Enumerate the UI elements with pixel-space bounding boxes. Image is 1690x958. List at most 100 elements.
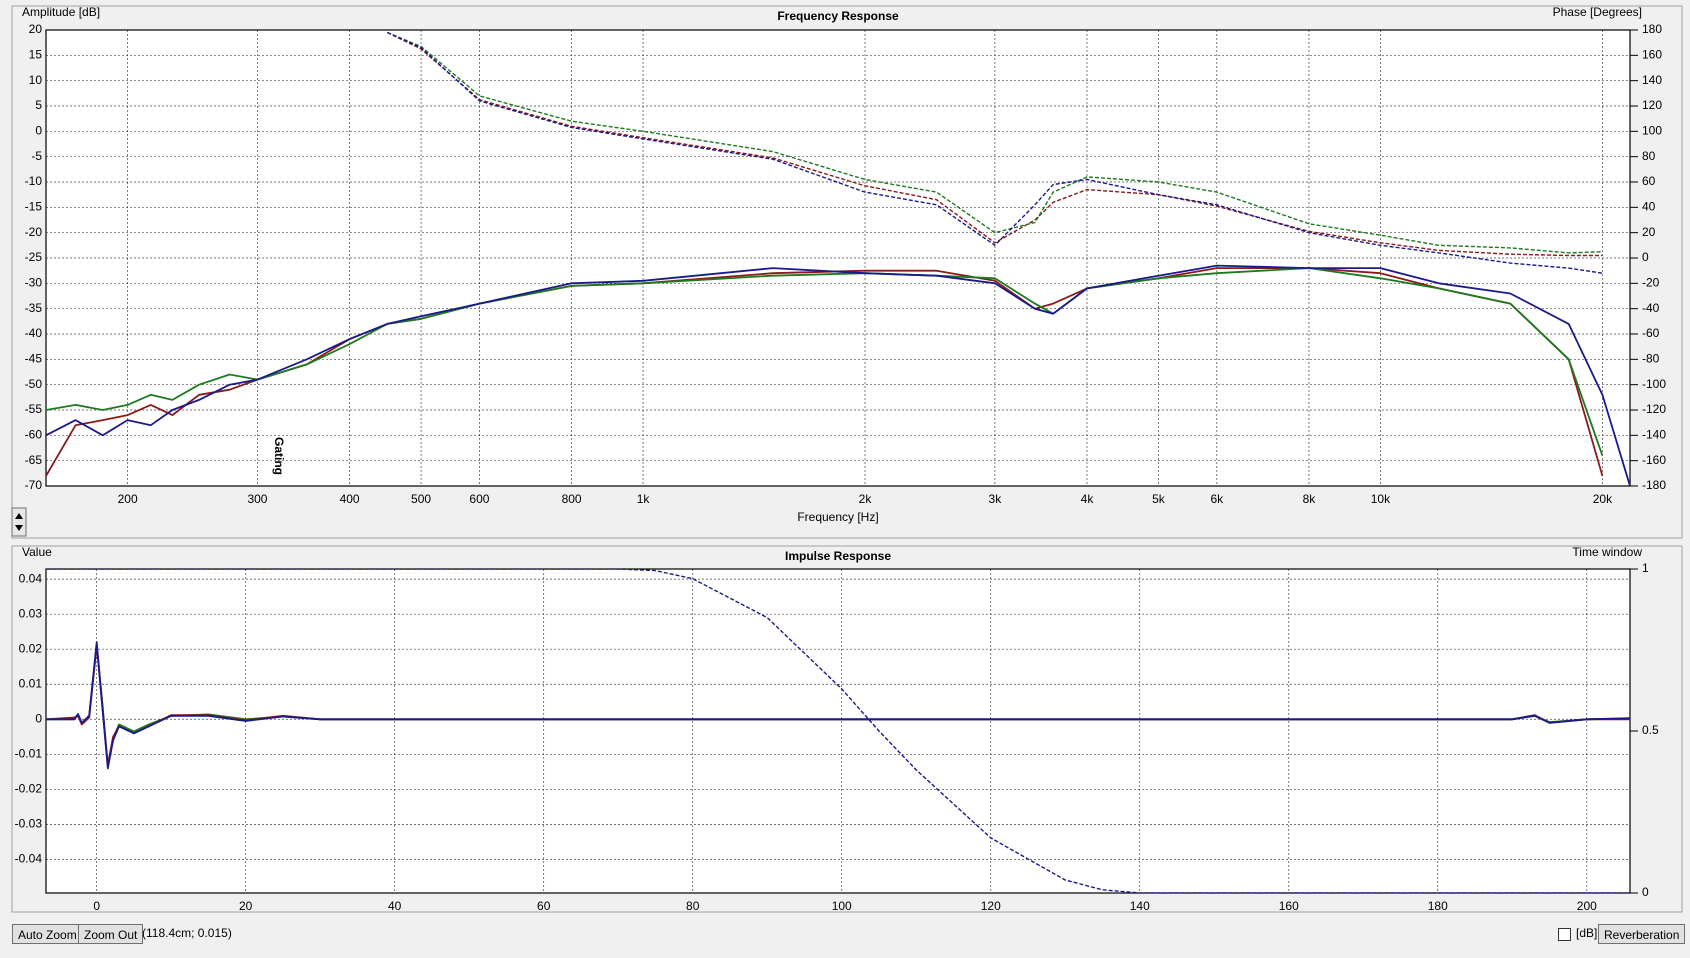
x-tick-label: 5k: [1152, 492, 1166, 506]
x-tick-label: 4k: [1081, 492, 1095, 506]
button[interactable]: Auto Zoom: [12, 924, 83, 944]
plot-frame: [45, 29, 1631, 487]
y-tick-label: 15: [29, 48, 43, 62]
x-tick-label: 200: [1577, 899, 1597, 913]
series-group: [46, 569, 1630, 893]
y-tick-label: 10: [29, 73, 43, 87]
x-tick-label: 160: [1279, 899, 1299, 913]
y2-axis-title: Time window: [1572, 545, 1642, 559]
arrow-icon: [15, 513, 23, 531]
x-tick-label: 180: [1428, 899, 1448, 913]
dashed-line: [387, 31, 1603, 274]
x-axis-title: Frequency [Hz]: [797, 510, 878, 524]
y-axis-title: Amplitude [dB]: [22, 5, 100, 19]
y-axis-title: Value: [22, 545, 52, 559]
y-tick-label: -45: [25, 352, 43, 366]
y-tick-label: -70: [25, 478, 43, 492]
y-tick-label: -55: [25, 402, 43, 416]
y2-tick-label: 0.5: [1642, 723, 1659, 737]
plot-frame: [45, 568, 1631, 894]
y-tick-label: 0.03: [19, 606, 43, 620]
y-tick-label: -50: [25, 377, 43, 391]
y2-tick-label: 140: [1642, 73, 1662, 87]
y2-tick-label: 40: [1642, 200, 1656, 214]
y2-tick-label: -160: [1642, 453, 1666, 467]
y-tick-label: 20: [29, 22, 43, 36]
annotation: Gating: [272, 437, 286, 475]
y-tick-label: 0.01: [19, 676, 43, 690]
x-tick-label: 800: [562, 492, 582, 506]
x-tick-label: 10k: [1371, 492, 1391, 506]
y2-tick-label: 100: [1642, 124, 1662, 138]
dashed-line: [46, 569, 1630, 893]
y2-tick-label: -120: [1642, 402, 1666, 416]
x-tick-label: 120: [981, 899, 1001, 913]
chart-title: Frequency Response: [777, 9, 899, 23]
line: [46, 641, 1630, 770]
y2-tick-label: -20: [1642, 276, 1660, 290]
x-tick-label: 6k: [1210, 492, 1224, 506]
y-tick-label: -0.02: [15, 781, 43, 795]
y-tick-label: 0: [35, 124, 42, 138]
y2-tick-label: 80: [1642, 149, 1656, 163]
y-tick-label: -65: [25, 453, 43, 467]
y2-tick-label: -80: [1642, 352, 1660, 366]
y-tick-label: -10: [25, 174, 43, 188]
y-tick-label: -15: [25, 200, 43, 214]
y-tick-label: 0: [35, 711, 42, 725]
y-tick-label: -25: [25, 250, 43, 264]
y2-tick-label: -140: [1642, 428, 1666, 442]
x-tick-label: 40: [388, 899, 402, 913]
y-tick-label: -5: [31, 149, 42, 163]
y-tick-label: -0.01: [15, 746, 43, 760]
y-tick-label: -60: [25, 428, 43, 442]
dashed-line: [387, 31, 1603, 254]
line: [46, 264, 1630, 486]
y2-tick-label: 0: [1642, 885, 1649, 899]
x-tick-label: 2k: [859, 492, 873, 506]
x-tick-label: 500: [411, 492, 431, 506]
y2-tick-label: -40: [1642, 301, 1660, 315]
x-tick-label: 600: [469, 492, 489, 506]
button[interactable]: Zoom Out: [78, 924, 144, 944]
scroll-arrows[interactable]: [11, 507, 27, 537]
y2-tick-label: -100: [1642, 377, 1666, 391]
series-group: [46, 31, 1630, 486]
y2-tick-label: -60: [1642, 326, 1660, 340]
chart-title: Impulse Response: [785, 549, 891, 563]
checkbox-label: [dB]: [1576, 926, 1598, 940]
y2-tick-label: -180: [1642, 478, 1666, 492]
y2-tick-label: 160: [1642, 48, 1662, 62]
y-tick-label: -35: [25, 301, 43, 315]
checkbox[interactable]: [1558, 928, 1571, 941]
y-tick-label: -0.04: [15, 852, 43, 866]
y-tick-label: 0.02: [19, 641, 43, 655]
y2-tick-label: 60: [1642, 174, 1656, 188]
y-tick-label: -30: [25, 276, 43, 290]
x-tick-label: 20k: [1593, 492, 1613, 506]
y2-tick-label: 1: [1642, 561, 1649, 575]
readout: (118.4cm; 0.015): [142, 926, 232, 940]
plot-area: [46, 569, 1630, 893]
x-tick-label: 8k: [1303, 492, 1317, 506]
y2-axis-title: Phase [Degrees]: [1553, 5, 1642, 19]
y2-tick-label: 180: [1642, 22, 1662, 36]
y-tick-label: -0.03: [15, 817, 43, 831]
x-tick-label: 60: [537, 899, 551, 913]
x-tick-label: 80: [686, 899, 700, 913]
y-tick-label: -40: [25, 326, 43, 340]
y-tick-label: 0.04: [19, 571, 43, 585]
charts: Frequency Response Amplitude [dB] Phase [D…: [11, 5, 1683, 913]
x-tick-label: 0: [93, 899, 100, 913]
x-tick-label: 140: [1130, 899, 1150, 913]
dashed-line: [386, 31, 1603, 257]
y2-tick-label: 20: [1642, 225, 1656, 239]
x-tick-label: 1k: [637, 492, 651, 506]
x-tick-label: 100: [832, 899, 852, 913]
button[interactable]: Reverberation: [1598, 924, 1686, 944]
y2-tick-label: 120: [1642, 98, 1662, 112]
x-tick-label: 300: [247, 492, 267, 506]
y-tick-label: 5: [35, 98, 42, 112]
x-tick-label: 20: [239, 899, 253, 913]
